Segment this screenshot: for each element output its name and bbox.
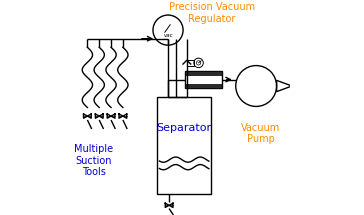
- Bar: [187, 60, 194, 66]
- Bar: [185, 71, 222, 88]
- Text: Vacuum
Pump: Vacuum Pump: [241, 123, 280, 144]
- Text: Precision Vacuum
Regulator: Precision Vacuum Regulator: [169, 2, 255, 24]
- Bar: [157, 97, 211, 194]
- Bar: [185, 71, 222, 75]
- Bar: [185, 84, 222, 88]
- Text: Separator: Separator: [157, 123, 212, 133]
- Text: vac: vac: [163, 33, 173, 38]
- Text: Multiple
Suction
Tools: Multiple Suction Tools: [74, 144, 114, 177]
